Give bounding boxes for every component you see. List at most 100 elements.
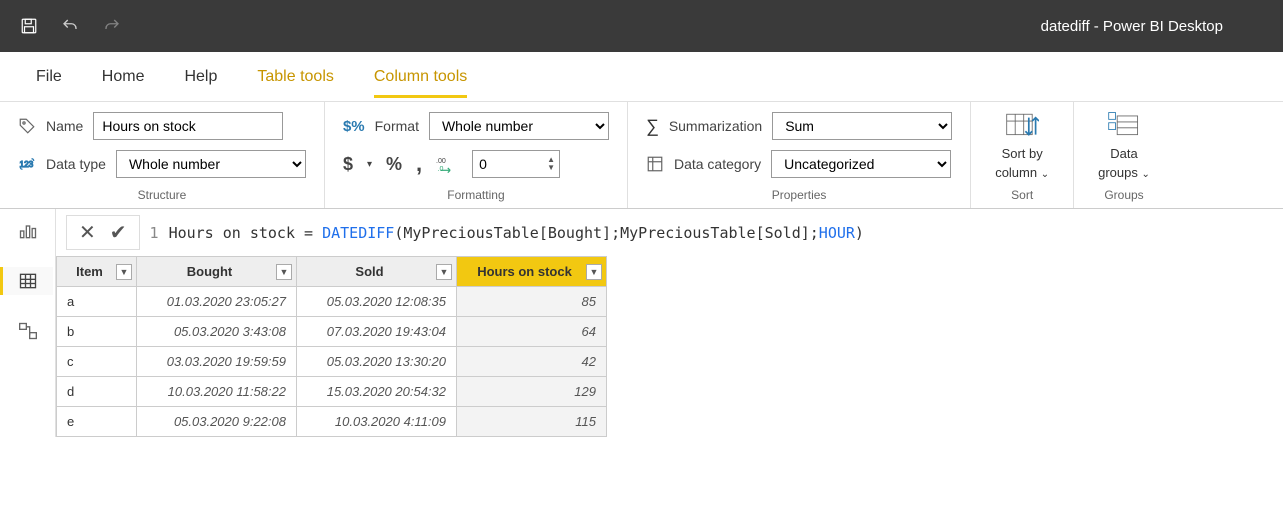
cell: b [57,317,137,347]
chevron-down-icon: ⌄ [1041,169,1049,180]
format-select[interactable]: Whole number [429,112,609,140]
sort-icon [1005,112,1039,142]
format-label: Format [375,118,419,134]
cell: d [57,377,137,407]
svg-text:123: 123 [20,160,34,169]
cell: 15.03.2020 20:54:32 [297,377,457,407]
cell: 10.03.2020 4:11:09 [297,407,457,437]
percent-button[interactable]: % [386,154,402,175]
group-label-formatting: Formatting [343,188,609,204]
window-title: datediff - Power BI Desktop [1041,18,1223,35]
sort-line2: column [995,165,1037,180]
cell: 10.03.2020 11:58:22 [137,377,297,407]
datatype-label: Data type [46,156,106,172]
view-rail [0,209,56,437]
menu-home[interactable]: Home [102,56,145,98]
summarization-label: Summarization [669,118,762,134]
tag-icon [18,117,36,135]
filter-dropdown-icon[interactable]: ▼ [276,264,292,280]
menu-help[interactable]: Help [184,56,217,98]
cell: 05.03.2020 3:43:08 [137,317,297,347]
filter-dropdown-icon[interactable]: ▼ [116,264,132,280]
data-view-button[interactable] [0,267,53,295]
formula-line-number: 1 [150,224,159,242]
cell: 01.03.2020 23:05:27 [137,287,297,317]
currency-button[interactable]: $ [343,154,353,175]
category-icon [646,155,664,173]
cell: 05.03.2020 13:30:20 [297,347,457,377]
ribbon-group-sort: Sort by column ⌄ Sort [971,102,1074,208]
group-label-structure: Structure [18,188,306,204]
table-row[interactable]: d10.03.2020 11:58:2215.03.2020 20:54:321… [57,377,607,407]
sigma-icon: ∑ [646,116,659,137]
report-view-button[interactable] [3,217,53,245]
group-label-properties: Properties [646,188,952,204]
table-row[interactable]: c03.03.2020 19:59:5905.03.2020 13:30:204… [57,347,607,377]
ribbon-group-groups: Data groups ⌄ Groups [1074,102,1174,208]
svg-text:.00: .00 [436,158,446,165]
cell: 85 [457,287,607,317]
spin-down-icon[interactable]: ▼ [547,164,555,172]
datatype-select[interactable]: Whole number [116,150,306,178]
ribbon-group-structure: Name 123 Data type Whole number Structur… [0,102,325,208]
cell: a [57,287,137,317]
category-select[interactable]: Uncategorized [771,150,951,178]
cell: 129 [457,377,607,407]
ribbon-group-formatting: $% Format Whole number $ ▾ % , .00.0 ▲▼ [325,102,628,208]
redo-icon[interactable] [102,17,122,35]
formula-bar: ✕ ✔ 1 Hours on stock = DATEDIFF(MyPrecio… [56,209,1283,256]
menu-table-tools[interactable]: Table tools [257,56,334,98]
menu-column-tools[interactable]: Column tools [374,56,467,98]
cell: 05.03.2020 9:22:08 [137,407,297,437]
datatype-icon: 123 [18,155,36,173]
data-grid: Item▼Bought▼Sold▼Hours on stock▼a01.03.2… [56,256,1283,437]
category-label: Data category [674,156,761,172]
menu-file[interactable]: File [36,56,62,98]
group-label-groups: Groups [1092,188,1156,204]
decimals-input[interactable]: ▲▼ [472,150,560,178]
table-row[interactable]: e05.03.2020 9:22:0810.03.2020 4:11:09115 [57,407,607,437]
currency-dropdown-icon[interactable]: ▾ [367,159,372,170]
summarization-select[interactable]: Sum [772,112,952,140]
cell: e [57,407,137,437]
ribbon-group-properties: ∑ Summarization Sum Data category Uncate… [628,102,971,208]
filter-dropdown-icon[interactable]: ▼ [436,264,452,280]
model-view-button[interactable] [3,317,53,345]
cell: 115 [457,407,607,437]
name-label: Name [46,118,83,134]
cancel-formula-button[interactable]: ✕ [79,220,96,245]
formula-text[interactable]: Hours on stock = DATEDIFF(MyPreciousTabl… [169,224,864,242]
chevron-down-icon: ⌄ [1142,169,1150,180]
title-bar: datediff - Power BI Desktop [0,0,1283,52]
thousands-button[interactable]: , [416,151,422,177]
table-row[interactable]: a01.03.2020 23:05:2705.03.2020 12:08:358… [57,287,607,317]
filter-dropdown-icon[interactable]: ▼ [586,264,602,280]
col-header-bought[interactable]: Bought▼ [137,257,297,287]
groups-line2: groups [1098,165,1138,180]
svg-text:.0: .0 [438,166,444,173]
undo-icon[interactable] [60,17,80,35]
decimals-icon: .00.0 [436,155,458,173]
menu-bar: File Home Help Table tools Column tools [0,52,1283,102]
groups-line1: Data [1110,146,1137,161]
table-row[interactable]: b05.03.2020 3:43:0807.03.2020 19:43:0464 [57,317,607,347]
cell: 07.03.2020 19:43:04 [297,317,457,347]
data-area: ✕ ✔ 1 Hours on stock = DATEDIFF(MyPrecio… [0,209,1283,437]
sort-line1: Sort by [1002,146,1043,161]
commit-formula-button[interactable]: ✔ [110,220,127,245]
col-header-sold[interactable]: Sold▼ [297,257,457,287]
col-header-item[interactable]: Item▼ [57,257,137,287]
cell: 42 [457,347,607,377]
groups-icon [1107,112,1141,142]
cell: 64 [457,317,607,347]
column-name-input[interactable] [93,112,283,140]
sort-by-column-button[interactable]: Sort by column ⌄ [989,112,1055,180]
data-groups-button[interactable]: Data groups ⌄ [1092,112,1156,180]
decimals-value[interactable] [473,151,543,177]
cell: 05.03.2020 12:08:35 [297,287,457,317]
col-header-hours-on-stock[interactable]: Hours on stock▼ [457,257,607,287]
cell: c [57,347,137,377]
cell: 03.03.2020 19:59:59 [137,347,297,377]
group-label-sort: Sort [989,188,1055,204]
save-icon[interactable] [20,17,38,35]
